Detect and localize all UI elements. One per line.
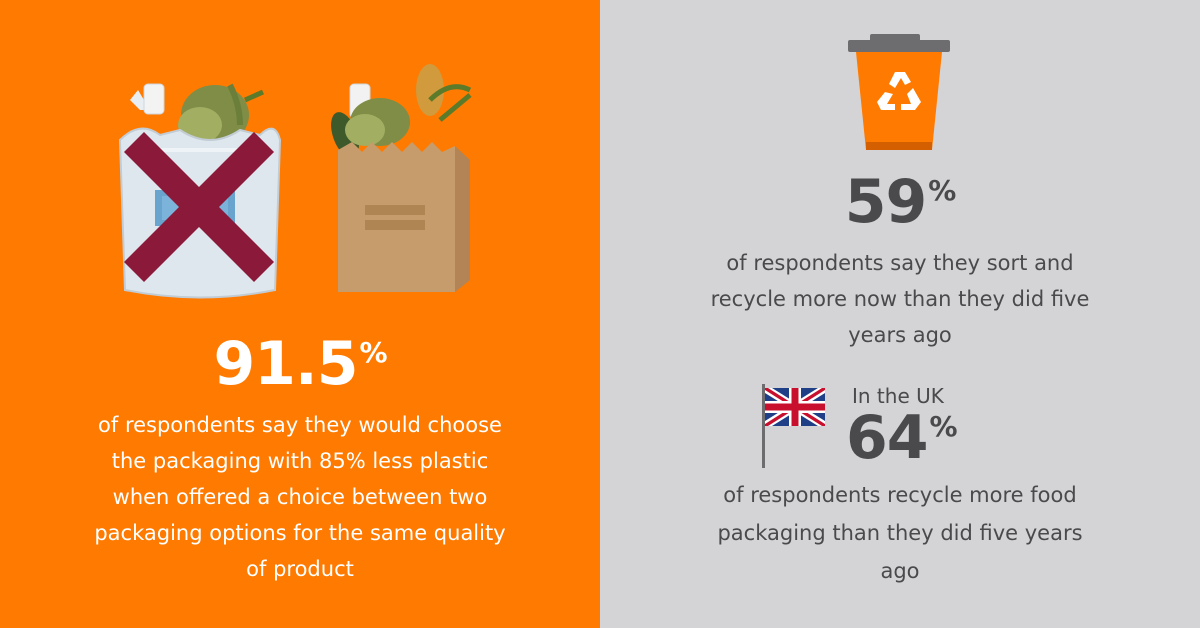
left-panel: 91.5% of respondents say they would choo… xyxy=(0,0,600,628)
right-stat-block-1: 59% of respondents say they sort and rec… xyxy=(600,170,1200,353)
stat-description: of respondents recycle more food packagi… xyxy=(717,483,1083,583)
left-stat-block: 91.5% of respondents say they would choo… xyxy=(0,332,600,587)
stat-value: 64 xyxy=(846,403,928,473)
stat-value: 59 xyxy=(844,167,927,237)
cross-icon xyxy=(124,132,274,282)
stat-91-5: 91.5% xyxy=(0,332,600,407)
stat-value: 91.5 xyxy=(213,329,358,399)
paper-bag-icon xyxy=(331,64,472,292)
recycling-bin-icon xyxy=(848,34,950,150)
stat-description: of respondents say they would choose the… xyxy=(94,413,506,581)
stat-unit: % xyxy=(928,174,956,207)
uk-flag-icon xyxy=(762,384,825,468)
stat-description: of respondents say they sort and recycle… xyxy=(710,251,1090,347)
recycle-symbol-icon xyxy=(877,72,921,110)
right-stat-block-2: of respondents recycle more food packagi… xyxy=(600,476,1200,590)
shopping-bags-illustration xyxy=(118,64,472,299)
stat-59: 59% xyxy=(600,170,1200,245)
stat-unit: % xyxy=(929,410,958,443)
stat-64: 64% xyxy=(846,403,958,481)
uk-label: In the UK xyxy=(852,384,944,408)
stat-unit: % xyxy=(359,336,387,369)
